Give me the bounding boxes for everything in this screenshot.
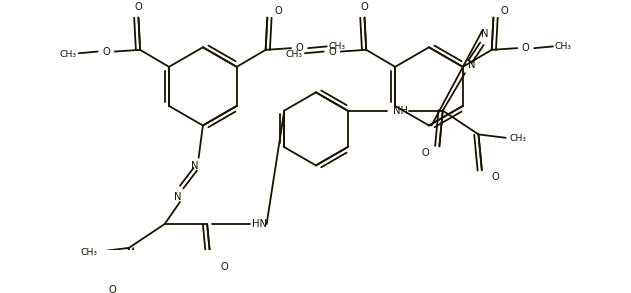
Text: CH₃: CH₃ — [59, 50, 76, 59]
Text: N: N — [481, 29, 488, 39]
Text: CH₃: CH₃ — [81, 248, 98, 257]
Text: HN: HN — [252, 219, 268, 229]
Text: O: O — [108, 285, 116, 293]
Text: O: O — [522, 43, 529, 53]
Text: O: O — [134, 2, 143, 12]
Text: CH₃: CH₃ — [510, 134, 527, 143]
Text: N: N — [468, 60, 475, 70]
Text: O: O — [296, 43, 304, 53]
Text: O: O — [328, 47, 336, 57]
Text: CH₃: CH₃ — [555, 42, 572, 51]
Text: O: O — [422, 148, 430, 158]
Text: O: O — [500, 6, 509, 16]
Text: O: O — [492, 172, 499, 182]
Text: O: O — [361, 2, 369, 12]
Text: O: O — [220, 262, 228, 272]
Text: O: O — [102, 47, 110, 57]
Text: N: N — [191, 161, 198, 171]
Text: CH₃: CH₃ — [329, 42, 346, 51]
Text: N: N — [175, 192, 182, 202]
Text: NH: NH — [392, 105, 408, 116]
Text: CH₃: CH₃ — [285, 50, 302, 59]
Text: O: O — [274, 6, 282, 16]
